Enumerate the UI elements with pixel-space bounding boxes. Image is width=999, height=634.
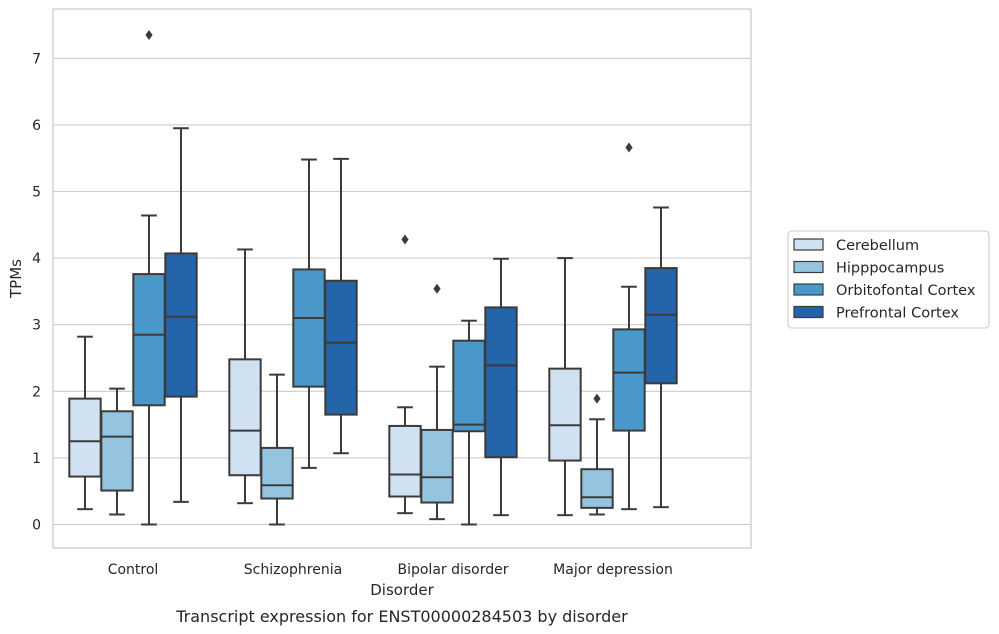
y-tick-label-3: 3	[32, 318, 41, 334]
box-iqr	[68, 397, 102, 478]
y-tick-label-6: 6	[32, 118, 41, 134]
box-iqr	[420, 428, 454, 504]
box-iqr	[260, 446, 294, 500]
outlier-point	[433, 283, 441, 294]
x-axis-label: Disorder	[370, 581, 434, 599]
x-tick-labels: Control Schizophrenia Bipolar disorder Majo…	[108, 562, 673, 578]
x-tick-label: Bipolar disorder	[397, 562, 508, 578]
box-orbitofontal-cortex	[132, 29, 166, 526]
box-prefrontal-cortex	[484, 257, 518, 517]
box-iqr	[292, 268, 326, 388]
plot-frame	[52, 8, 752, 549]
box-groups	[68, 29, 678, 526]
box-prefrontal-cortex	[164, 127, 198, 503]
x-tick-label: Schizophrenia	[244, 562, 342, 578]
legend-swatch	[793, 260, 824, 274]
y-axis-label: TPMs	[7, 259, 25, 299]
y-tick-label-7: 7	[32, 51, 41, 67]
box-iqr	[644, 267, 678, 385]
y-tick-label-2: 2	[32, 384, 41, 400]
outlier-point	[593, 393, 601, 404]
box-iqr	[548, 367, 582, 462]
box-cerebellum	[548, 257, 582, 517]
box-hipppocampus	[580, 393, 614, 516]
box-prefrontal-cortex	[324, 157, 358, 455]
box-iqr	[484, 306, 518, 459]
legend-label: Orbitofontal Cortex	[836, 283, 976, 299]
box-hipppocampus	[260, 373, 294, 526]
legend-label: Prefrontal Cortex	[836, 306, 959, 322]
chart-caption: Transcript expression for ENST0000028450…	[175, 607, 628, 626]
box-cerebellum	[228, 248, 262, 505]
box-iqr	[580, 468, 614, 509]
box-orbitofontal-cortex	[292, 158, 326, 469]
box-iqr	[228, 358, 262, 477]
legend-swatch	[793, 238, 824, 251]
box-iqr	[612, 328, 646, 432]
outlier-point	[625, 142, 633, 153]
box-hipppocampus	[100, 387, 134, 516]
y-tick-label-1: 1	[32, 451, 41, 467]
legend-swatch	[793, 283, 824, 296]
legend-label: Cerebellum	[836, 238, 919, 254]
box-iqr	[132, 273, 166, 407]
box-iqr	[164, 252, 198, 398]
box-hipppocampus	[420, 283, 454, 521]
box-iqr	[100, 410, 134, 492]
box-cerebellum	[388, 234, 422, 515]
box-iqr	[452, 339, 486, 433]
x-tick-label: Major depression	[553, 562, 673, 578]
box-iqr	[324, 279, 358, 416]
y-tick-labels: 0 1 2 3 4 5 6 7	[32, 51, 41, 533]
box-iqr	[388, 424, 422, 498]
legend-label: Hipppocampus	[836, 261, 944, 277]
y-tick-label-5: 5	[32, 185, 41, 201]
box-cerebellum	[68, 335, 102, 511]
box-orbitofontal-cortex	[612, 142, 646, 511]
legend: Cerebellum Hipppocampus Orbitofontal Corte…	[787, 230, 990, 329]
box-prefrontal-cortex	[644, 206, 678, 509]
legend-frame	[787, 230, 990, 329]
y-tick-label-0: 0	[32, 518, 41, 534]
outlier-point	[401, 234, 409, 245]
legend-swatch	[793, 305, 824, 319]
x-tick-label: Control	[108, 562, 159, 578]
y-tick-label-4: 4	[32, 251, 41, 267]
box-orbitofontal-cortex	[452, 319, 486, 526]
outlier-point	[145, 29, 153, 40]
